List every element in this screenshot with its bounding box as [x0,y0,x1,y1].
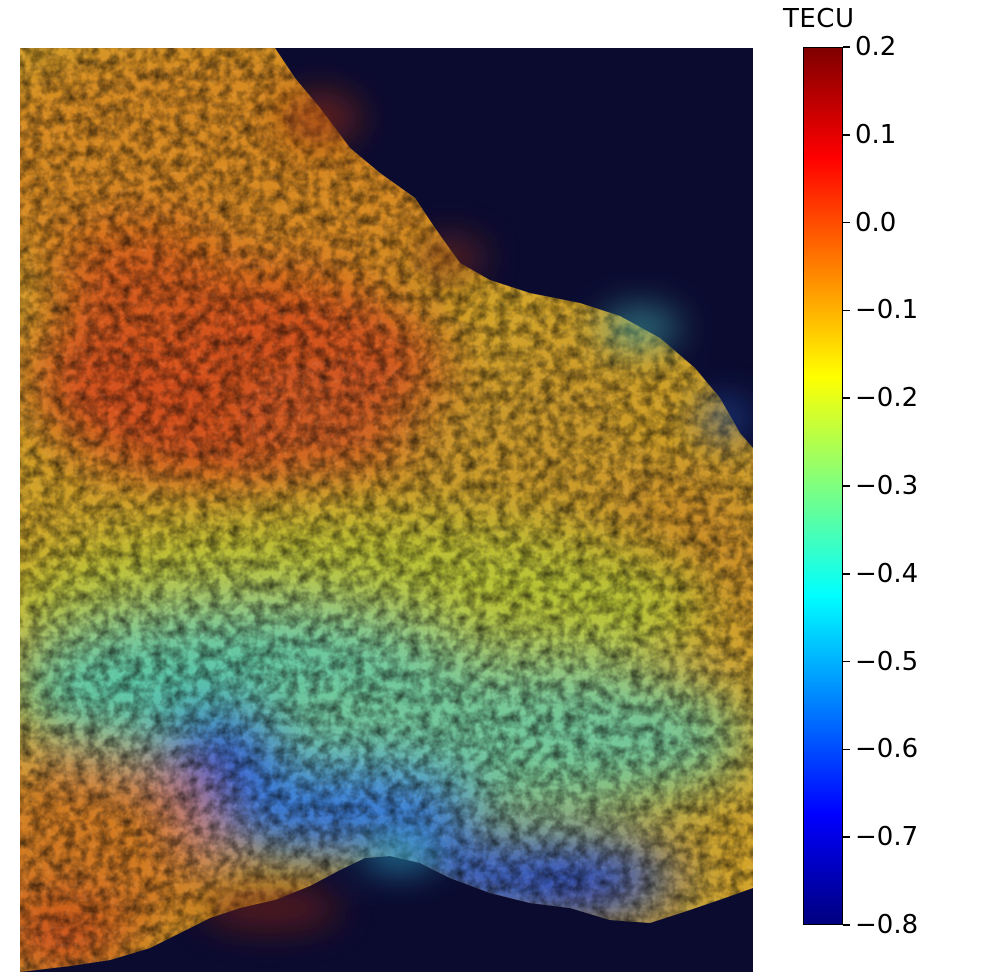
colorbar-tick-label: −0.6 [855,734,919,765]
colorbar-tick-label: −0.5 [855,646,919,677]
tec-map-image [20,48,753,972]
colorbar-tick-label: −0.4 [855,558,919,589]
map-svg [20,48,753,972]
colorbar-tick-label: −0.2 [855,383,919,414]
colorbar-tick-mark [843,134,850,136]
colorbar-tick-mark [843,221,850,224]
colorbar-tick-mark [843,836,850,838]
colorbar-tick-mark [843,309,850,312]
colorbar-tick-label: 0.1 [855,119,897,150]
colorbar-tick-label: 0.0 [855,207,897,238]
colorbar-tick-mark [843,924,850,926]
colorbar-tick-mark [843,397,850,399]
colorbar-gradient [803,47,843,925]
colorbar-tick-mark [843,573,850,575]
colorbar-tick-mark [843,485,850,487]
colorbar-tick-mark [843,748,850,751]
colorbar-tick-label: −0.3 [855,471,919,501]
colorbar-tick-label: −0.7 [855,822,919,853]
colorbar-tick-mark [843,46,850,48]
colorbar-tick-label: −0.8 [855,910,919,940]
colorbar-tick-label: 0.2 [855,32,897,62]
colorbar-title: TECU [783,4,855,34]
colorbar-tick-mark [843,660,850,663]
colorbar-tick-label: −0.1 [855,295,919,326]
